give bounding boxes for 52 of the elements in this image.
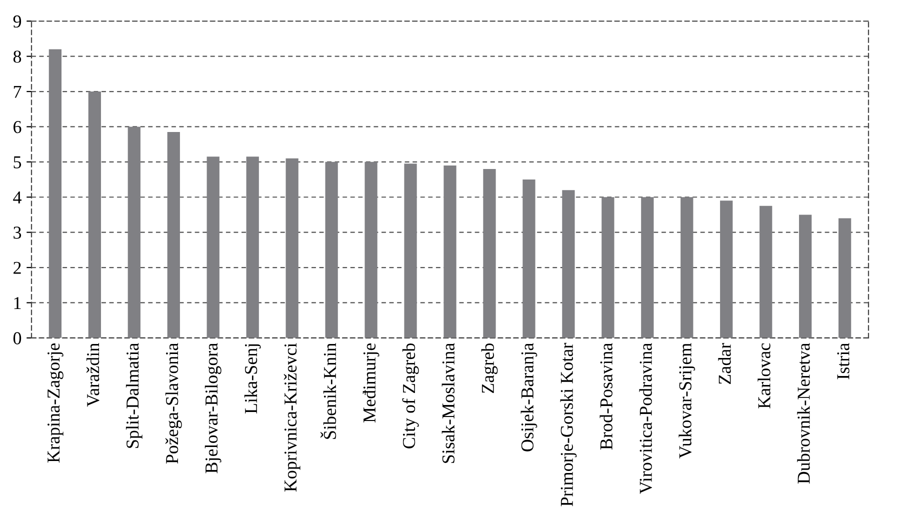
x-tick-label: Osijek-Baranja	[520, 343, 538, 452]
y-tick-label: 9	[13, 15, 22, 28]
bar	[48, 49, 62, 338]
bar	[680, 197, 694, 338]
y-tick-label: 0	[13, 332, 22, 344]
bar	[483, 168, 496, 338]
bar	[167, 132, 180, 338]
y-tick-label: 3	[14, 226, 22, 239]
x-tick-label: Koprivnica-Križevci	[284, 343, 300, 492]
x-tick-label: Međimurje	[362, 343, 380, 422]
bar	[325, 162, 338, 338]
bar	[838, 218, 852, 338]
x-tick-label: Šibenik-Knin	[320, 343, 336, 439]
x-tick-label: Zagreb	[481, 343, 498, 394]
y-tick-label: 1	[14, 297, 21, 309]
bar	[760, 206, 772, 338]
x-tick-label: Brod-Posavina	[600, 343, 612, 450]
x-tick-label: Sisak-Moslavina	[442, 343, 455, 463]
bar	[522, 180, 536, 338]
x-tick-label: Vukovar-Srijem	[678, 343, 696, 458]
y-tick-label: 2	[14, 262, 21, 274]
bar	[206, 156, 220, 338]
bar	[720, 200, 733, 338]
x-tick-label: Lika-Senj	[244, 344, 261, 414]
x-tick-label: Požega-Slavonia	[165, 343, 182, 464]
x-tick-label: Virovitica-Podravina	[639, 343, 652, 494]
bar	[364, 162, 378, 338]
y-tick-label: 8	[13, 50, 22, 63]
bar	[128, 126, 140, 338]
y-tick-label: 4	[13, 192, 22, 204]
x-tick-label: Zadar	[718, 342, 731, 384]
bar	[799, 214, 812, 338]
x-tick-label: Istria	[837, 343, 850, 380]
x-tick-label: Primorje-Gorski Kotar	[560, 342, 577, 506]
bar	[641, 197, 654, 338]
bar	[88, 92, 101, 338]
x-tick-label: Split-Dalmatia	[126, 343, 142, 448]
x-tick-label: Dubrovnik-Neretva	[797, 343, 810, 484]
bar	[562, 190, 575, 338]
bar	[602, 197, 614, 338]
x-tick-label: Karlovac	[758, 343, 770, 408]
bar	[404, 164, 417, 338]
bar	[444, 165, 456, 338]
y-tick-label: 5	[14, 156, 22, 168]
bar	[286, 158, 298, 338]
y-tick-label: 6	[14, 121, 22, 134]
y-tick-label: 7	[14, 86, 22, 98]
bar	[246, 156, 259, 338]
x-tick-label: Varaždin	[86, 343, 100, 407]
x-tick-label: Bjelovar-Bilogora	[204, 343, 222, 474]
x-tick-label: City of Zagreb	[402, 343, 419, 448]
x-tick-label: Krapina-Zagorje	[48, 343, 64, 463]
